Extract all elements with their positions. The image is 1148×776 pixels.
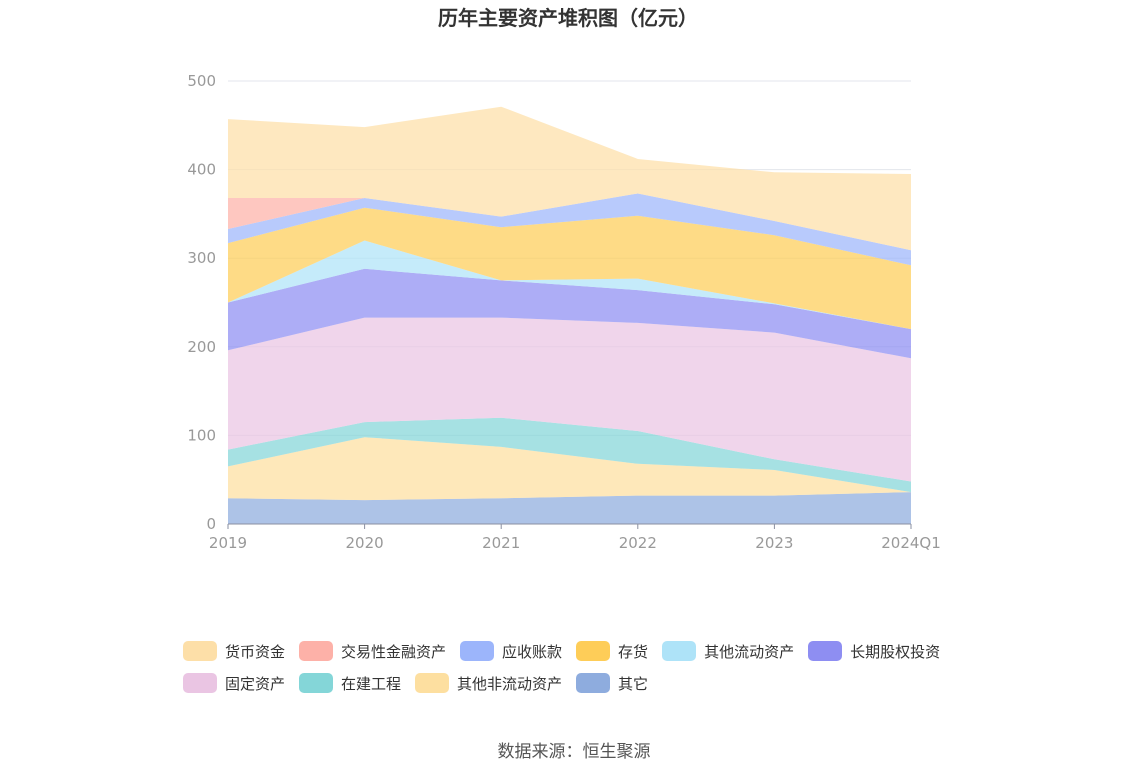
area-series-1	[228, 437, 911, 501]
area-series-9	[228, 106, 911, 251]
legend-swatch	[183, 641, 217, 661]
legend-swatch	[460, 641, 495, 661]
y-tick-label: 400	[187, 161, 216, 179]
legend-swatch	[299, 641, 334, 661]
legend-swatch	[662, 641, 697, 661]
x-tick-label: 2021	[482, 534, 520, 552]
y-tick-label: 0	[206, 515, 216, 533]
legend-item[interactable]: 长期股权投资	[808, 640, 940, 662]
stacked-area-chart: 历年主要资产堆积图（亿元） 0 100 200 300 400 500 2019 2020 20…	[187, 6, 940, 552]
x-tick-label: 2022	[619, 534, 657, 552]
legend-item[interactable]: 固定资产	[183, 672, 285, 694]
area-series-3	[228, 317, 911, 482]
legend-swatch	[183, 673, 217, 693]
legend-label: 交易性金融资产	[341, 642, 447, 661]
legend-item[interactable]: 交易性金融资产	[299, 640, 446, 662]
legend-label: 货币资金	[225, 642, 286, 661]
area-series-2	[228, 417, 911, 493]
area-series-7	[228, 193, 911, 266]
legend-swatch	[576, 641, 611, 661]
legend-swatch	[299, 673, 334, 693]
x-tick-label: 2023	[755, 534, 793, 552]
x-tick-label: 2020	[346, 534, 384, 552]
legend-label: 其它	[618, 674, 649, 693]
area-series-8	[228, 193, 911, 251]
legend-item[interactable]: 其他流动资产	[662, 640, 794, 662]
legend-label: 长期股权投资	[850, 642, 941, 661]
legend-item[interactable]: 其它	[576, 672, 648, 694]
legend-label: 其他流动资产	[704, 642, 795, 661]
legend-item[interactable]: 货币资金	[183, 640, 285, 662]
source-label: 数据来源：恒生聚源	[497, 742, 651, 762]
y-tick-label: 500	[187, 72, 216, 90]
y-tick-label: 200	[187, 338, 216, 356]
y-tick-label: 100	[187, 426, 216, 444]
legend-swatch	[808, 641, 843, 661]
area-series-0	[228, 492, 911, 524]
legend-label: 在建工程	[341, 674, 402, 693]
x-tick-label: 2019	[209, 534, 247, 552]
legend-label: 固定资产	[225, 674, 286, 693]
legend-label: 应收账款	[502, 642, 563, 661]
legend-item[interactable]: 在建工程	[299, 672, 401, 694]
axes: 0 100 200 300 400 500 2019 2020 2021 2022 2023 2024…	[187, 72, 940, 552]
area-series-5	[228, 240, 911, 330]
area-series-6	[228, 207, 911, 330]
x-tick-label: 2024Q1	[881, 534, 941, 552]
legend-item[interactable]: 存货	[576, 640, 648, 662]
legend-item[interactable]: 应收账款	[460, 640, 562, 662]
legend-label: 存货	[618, 642, 649, 661]
chart-title: 历年主要资产堆积图（亿元）	[438, 6, 698, 30]
y-tick-label: 300	[187, 249, 216, 267]
legend-item[interactable]: 其他非流动资产	[415, 672, 562, 694]
legend-swatch	[576, 673, 611, 693]
legend-label: 其他非流动资产	[457, 674, 563, 693]
legend: 货币资金 交易性金融资产 应收账款 存货 其他流动资产 长期股权投资固定资产 在建工程 其他非…	[183, 640, 983, 694]
legend-swatch	[415, 673, 450, 693]
area-series-4	[228, 268, 911, 359]
area-series-group	[228, 106, 911, 524]
